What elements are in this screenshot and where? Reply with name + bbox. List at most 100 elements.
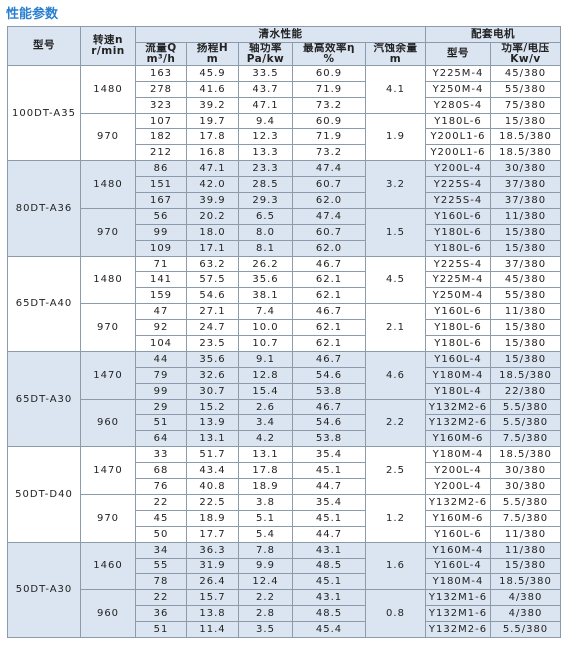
motor-cell: Y160L-6	[425, 207, 491, 225]
data-row: 80DT-A36 1480 86 47.1 23.3 47.4 3.2 Y200L-4 30/3…	[7, 160, 561, 257]
value-cell: 54.6	[292, 366, 366, 384]
value-cell: 151	[135, 176, 187, 194]
header-line: Kw/v	[510, 52, 541, 65]
data-row: 51 13.9 3.4 54.6 Y132M2-6 5.5/380	[8, 414, 561, 432]
motor-cell: Y160L-4	[425, 557, 491, 575]
value-cell: 43.1	[292, 541, 366, 559]
value-cell: 46.7	[292, 398, 366, 416]
value-cell: 278	[135, 80, 187, 98]
header-line: 转速n	[93, 33, 123, 46]
speed-cell: 970	[80, 207, 136, 257]
data-row: 970 47 27.1 7.4 46.7 2.1 Y160L-6 11/380	[8, 303, 561, 352]
motor-cell: Y200L-4	[425, 160, 491, 178]
value-cell: 76	[135, 478, 187, 495]
table-body: 100DT-A35 1480 163 45.9 33.5 60.9 4.1 Y225M-4 45…	[7, 64, 561, 638]
motor-cell: 55/380	[490, 287, 561, 305]
motor-cell: Y132M2-6	[425, 414, 491, 432]
value-cell: 18.9	[238, 478, 293, 495]
value-cell: 51	[135, 621, 187, 638]
value-cell: 7.4	[238, 303, 293, 321]
value-cell: 47	[135, 303, 187, 321]
motor-cell: 15/380	[490, 557, 561, 575]
motor-cell: Y200L1-6	[425, 144, 491, 162]
value-cell: 47.1	[186, 160, 239, 178]
value-cell: 45.1	[292, 573, 366, 591]
value-cell: 48.5	[292, 605, 366, 623]
value-cell: 47.1	[238, 96, 293, 114]
data-row: 50DT-D40 1470 33 51.7 13.1 35.4 2.5 Y180M-4 18.5…	[7, 446, 561, 543]
value-cell: 34	[135, 541, 187, 559]
motor-cell: Y132M1-6	[425, 589, 491, 607]
value-cell: 71.9	[292, 128, 366, 146]
value-cell: 18.9	[186, 509, 239, 527]
value-cell: 39.2	[186, 96, 239, 114]
motor-cell: 15/380	[490, 239, 561, 257]
value-cell: 62.1	[292, 271, 366, 289]
value-cell: 11.4	[186, 621, 239, 638]
performance-table: 型号 转速n r/min 清水性能 配套电机 流量Q m³/h 扬程H m 轴功率 Pa/kw 最高效…	[7, 26, 561, 638]
value-cell: 46.7	[292, 350, 366, 368]
value-cell: 159	[135, 287, 187, 305]
motor-cell: 18.5/380	[490, 144, 561, 162]
motor-cell: Y180L-6	[425, 319, 491, 337]
motor-cell: 75/380	[490, 96, 561, 114]
value-cell: 99	[135, 223, 187, 241]
motor-cell: Y160M-4	[425, 541, 491, 559]
data-row: 151 42.0 28.5 60.7 Y225S-4 37/380	[8, 176, 561, 194]
model-cell: 50DT-A30	[7, 541, 81, 638]
motor-cell: Y160M-6	[425, 509, 491, 527]
motor-cell: 11/380	[490, 525, 561, 543]
value-cell: 6.5	[238, 207, 293, 225]
motor-cell: 11/380	[490, 541, 561, 559]
motor-cell: Y132M2-6	[425, 621, 491, 638]
speed-cell: 960	[80, 589, 136, 638]
header-cell: 配套电机	[425, 26, 561, 43]
value-cell: 27.1	[186, 303, 239, 321]
motor-cell: 15/380	[490, 319, 561, 337]
data-row: 51 11.4 3.5 45.4 Y132M2-6 5.5/380	[8, 621, 561, 638]
motor-cell: Y180M-4	[425, 366, 491, 384]
value-cell: 45.1	[292, 462, 366, 480]
value-cell: 33.5	[238, 64, 293, 82]
value-cell: 44	[135, 350, 187, 368]
header-row: 流量Q m³/h 扬程H m 轴功率 Pa/kw 最高效率η% 汽蚀余量 m 型号 功率/电压 Kw/…	[8, 41, 561, 66]
motor-cell: Y180M-4	[425, 446, 491, 464]
motor-cell: 18.5/380	[490, 573, 561, 591]
value-cell: 63.2	[186, 255, 239, 273]
speed-cell: 1460	[80, 541, 136, 591]
header-line: 扬程H	[196, 42, 229, 54]
value-cell: 26.4	[186, 573, 239, 591]
data-row: 99 30.7 15.4 53.8 Y180L-4 22/380	[8, 382, 561, 400]
value-cell: 47.4	[292, 207, 366, 225]
value-cell: 2.6	[238, 398, 293, 416]
value-cell: 7.8	[238, 541, 293, 559]
data-row: 78 26.4 12.4 45.1 Y180M-4 18.5/380	[8, 573, 561, 591]
value-cell: 56	[135, 207, 187, 225]
motor-cell: 55/380	[490, 80, 561, 98]
motor-cell: Y132M2-6	[425, 493, 491, 511]
value-cell: 62.1	[292, 287, 366, 305]
value-cell: 13.1	[238, 446, 293, 464]
header-line: 功率/电压	[501, 42, 550, 54]
data-row: 278 41.6 43.7 71.9 Y250M-4 55/380	[8, 80, 561, 98]
motor-cell: Y200L-4	[425, 462, 491, 480]
value-cell: 26.2	[238, 255, 293, 273]
speed-cell: 1470	[80, 446, 136, 495]
value-cell: 55	[135, 557, 187, 575]
value-cell: 20.2	[186, 207, 239, 225]
value-cell: 4.2	[238, 430, 293, 448]
header-line: 型号	[447, 47, 469, 60]
value-cell: 54.6	[292, 414, 366, 432]
value-cell: 5.1	[238, 509, 293, 527]
npsh-cell: 0.8	[365, 589, 426, 638]
speed-cell: 1470	[80, 350, 136, 400]
data-row: 960 29 15.2 2.6 46.7 2.2 Y132M2-6 5.5/380	[8, 398, 561, 448]
motor-cell: Y280S-4	[425, 96, 491, 114]
value-cell: 3.5	[238, 621, 293, 638]
motor-cell: 11/380	[490, 303, 561, 321]
motor-cell: 30/380	[490, 462, 561, 480]
value-cell: 45.9	[186, 64, 239, 82]
data-row: 104 23.5 10.7 62.1 Y180L-6 15/380	[8, 335, 561, 352]
motor-cell: Y180L-6	[425, 239, 491, 257]
value-cell: 60.7	[292, 176, 366, 194]
